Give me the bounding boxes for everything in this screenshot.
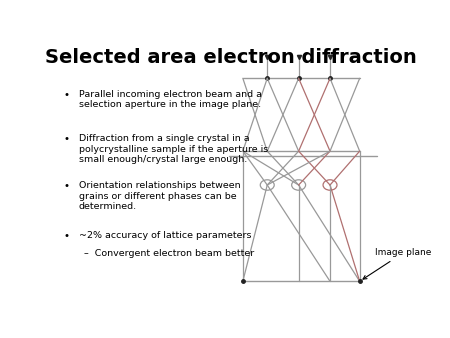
Text: Orientation relationships between
grains or different phases can be
determined.: Orientation relationships between grains… — [79, 181, 241, 211]
Text: Parallel incoming electron beam and a
selection aperture in the image plane.: Parallel incoming electron beam and a se… — [79, 90, 262, 110]
Text: ~2% accuracy of lattice parameters: ~2% accuracy of lattice parameters — [79, 231, 252, 240]
Text: •: • — [63, 134, 69, 144]
Text: •: • — [63, 181, 69, 191]
Text: •: • — [63, 90, 69, 100]
Text: Image plane: Image plane — [363, 248, 432, 279]
Text: –  Convergent electron beam better: – Convergent electron beam better — [84, 249, 254, 258]
Text: Diffraction from a single crystal in a
polycrystalline sample if the aperture is: Diffraction from a single crystal in a p… — [79, 134, 268, 164]
Text: Selected area electron diffraction: Selected area electron diffraction — [45, 48, 417, 67]
Text: •: • — [63, 231, 69, 241]
